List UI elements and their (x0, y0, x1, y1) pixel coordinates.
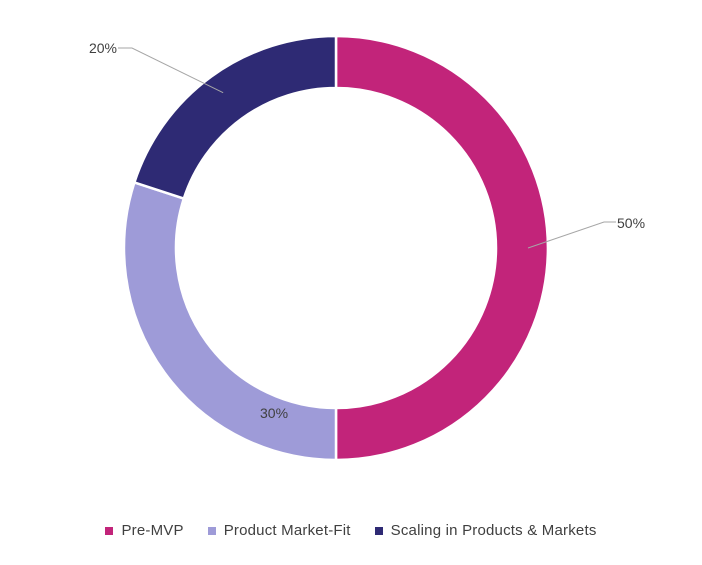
data-label-product-market-fit: 30% (260, 405, 288, 421)
legend-swatch-product-market-fit (207, 526, 216, 535)
legend-label-pre-mvp: Pre-MVP (121, 522, 184, 539)
legend-item-scaling: Scaling in Products & Markets (374, 522, 597, 539)
leader-line-pre-mvp (527, 221, 616, 249)
data-label-pre-mvp: 50% (617, 215, 645, 231)
legend-item-pre-mvp: Pre-MVP (105, 522, 183, 539)
legend-item-product-market-fit: Product Market-Fit (207, 522, 351, 539)
legend-label-scaling: Scaling in Products & Markets (390, 522, 597, 539)
legend-label-product-market-fit: Product Market-Fit (223, 522, 351, 539)
data-label-scaling: 20% (89, 40, 117, 56)
leader-line-scaling (118, 47, 224, 94)
legend-swatch-scaling (374, 526, 383, 535)
legend-swatch-pre-mvp (105, 526, 114, 535)
donut-slice-product-market-fit (122, 180, 338, 462)
donut-slice-pre-mvp (334, 34, 550, 462)
legend: Pre-MVP Product Market-Fit Scaling in Pr… (0, 522, 702, 539)
donut-slice-scaling (132, 34, 338, 201)
